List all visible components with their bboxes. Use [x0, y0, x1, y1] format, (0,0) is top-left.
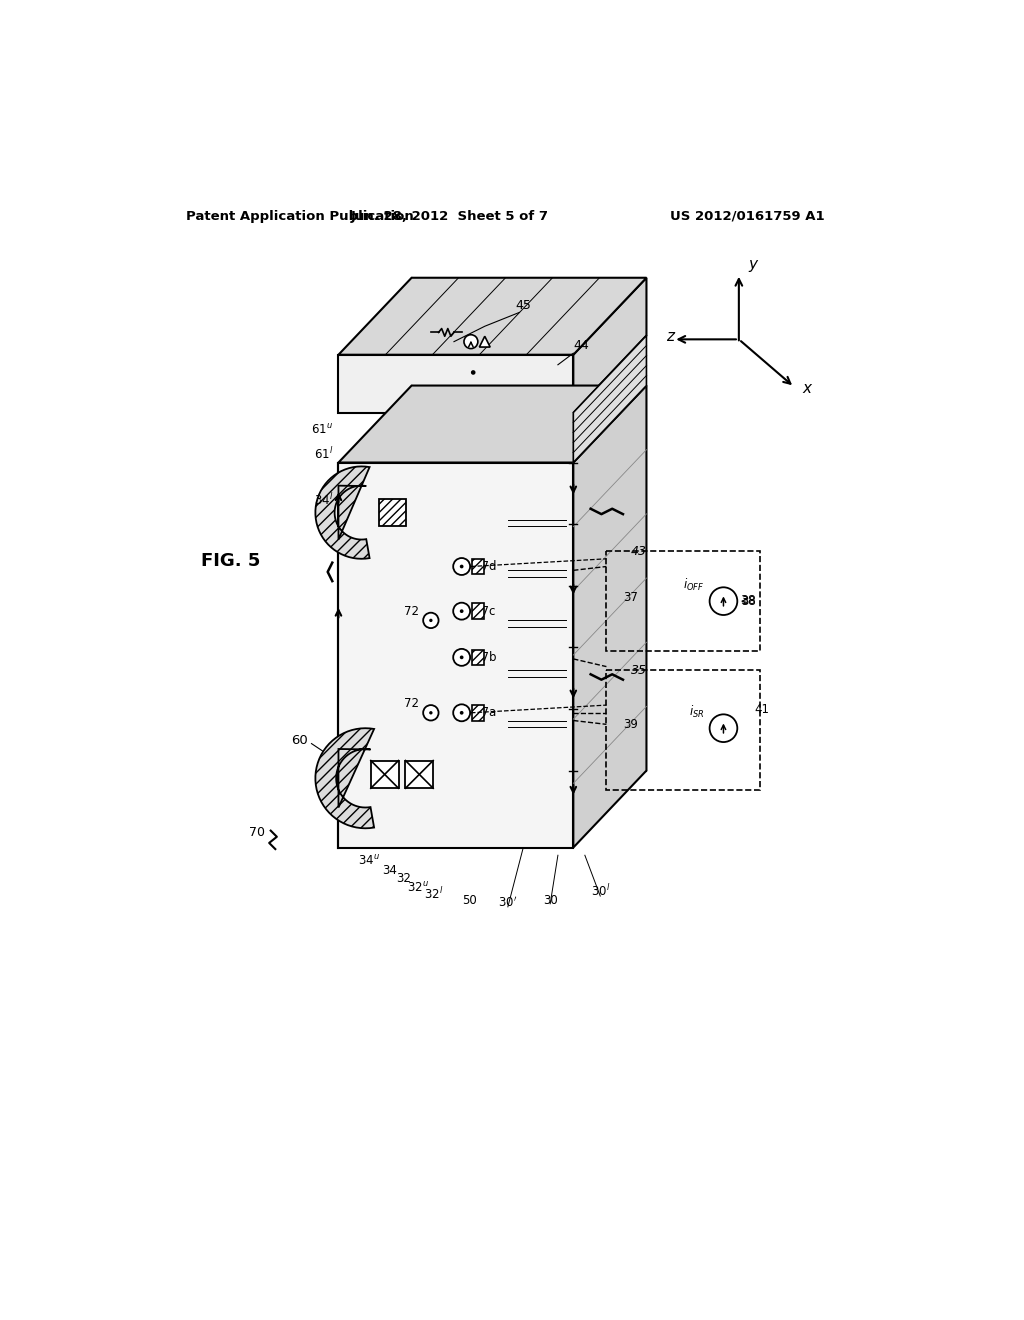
Text: 50: 50	[462, 894, 477, 907]
Text: 35: 35	[631, 664, 647, 677]
Polygon shape	[379, 499, 407, 527]
Polygon shape	[339, 385, 646, 462]
Text: Patent Application Publication: Patent Application Publication	[186, 210, 414, 223]
Text: 38: 38	[740, 594, 757, 607]
Text: 34: 34	[383, 865, 397, 878]
Circle shape	[429, 711, 432, 714]
Text: 47d: 47d	[474, 560, 497, 573]
Polygon shape	[479, 337, 490, 347]
Polygon shape	[371, 760, 398, 788]
Text: Jun. 28, 2012  Sheet 5 of 7: Jun. 28, 2012 Sheet 5 of 7	[351, 210, 549, 223]
Text: 70: 70	[249, 826, 265, 840]
Text: $32^u$: $32^u$	[407, 880, 429, 895]
Text: 47a: 47a	[474, 706, 497, 719]
Text: 37: 37	[624, 591, 638, 605]
Polygon shape	[573, 277, 646, 412]
Polygon shape	[472, 603, 484, 619]
Circle shape	[423, 612, 438, 628]
Text: 43: 43	[631, 545, 647, 558]
Text: 47b: 47b	[474, 651, 497, 664]
Text: 60: 60	[291, 734, 307, 747]
Text: 39: 39	[624, 718, 638, 731]
Polygon shape	[472, 558, 484, 574]
Text: $i_{OFF}$: $i_{OFF}$	[683, 577, 705, 594]
Text: 41: 41	[755, 702, 769, 715]
Text: 44: 44	[573, 339, 589, 352]
Circle shape	[454, 705, 470, 721]
Circle shape	[454, 558, 470, 576]
Circle shape	[429, 619, 432, 622]
Polygon shape	[472, 649, 484, 665]
Text: 47c: 47c	[474, 605, 496, 618]
Polygon shape	[339, 462, 573, 847]
Text: 30: 30	[543, 894, 558, 907]
Text: 72: 72	[404, 605, 419, 618]
Circle shape	[454, 603, 470, 619]
Circle shape	[423, 705, 438, 721]
Text: 38: 38	[741, 594, 756, 607]
Polygon shape	[573, 335, 646, 462]
Circle shape	[471, 370, 475, 375]
Circle shape	[464, 335, 478, 348]
Text: $34^l$: $34^l$	[313, 492, 333, 508]
Polygon shape	[573, 385, 646, 847]
Polygon shape	[339, 355, 573, 412]
Text: FIG. 5: FIG. 5	[201, 553, 260, 570]
Text: $30'$: $30'$	[499, 895, 517, 909]
Polygon shape	[315, 729, 374, 828]
Text: 32: 32	[396, 873, 412, 886]
Text: $30^l$: $30^l$	[591, 883, 610, 899]
Circle shape	[460, 565, 464, 569]
Text: US 2012/0161759 A1: US 2012/0161759 A1	[670, 210, 824, 223]
Circle shape	[710, 714, 737, 742]
Text: $i_{SR}$: $i_{SR}$	[689, 705, 705, 721]
Text: $32^l$: $32^l$	[424, 886, 442, 902]
Polygon shape	[406, 760, 433, 788]
Circle shape	[454, 649, 470, 665]
Text: y: y	[749, 256, 757, 272]
Polygon shape	[315, 466, 370, 558]
Text: $61^l$: $61^l$	[313, 446, 333, 462]
Circle shape	[460, 610, 464, 612]
Text: 45: 45	[515, 300, 531, 313]
Text: $34^{u}$: $34^{u}$	[358, 854, 380, 869]
Circle shape	[460, 656, 464, 659]
Text: $61^u$: $61^u$	[311, 422, 333, 437]
Circle shape	[460, 711, 464, 714]
Text: 72: 72	[404, 697, 419, 710]
Text: x: x	[802, 381, 811, 396]
Text: z: z	[666, 329, 674, 345]
Polygon shape	[339, 277, 646, 355]
Circle shape	[710, 587, 737, 615]
Polygon shape	[472, 705, 484, 721]
